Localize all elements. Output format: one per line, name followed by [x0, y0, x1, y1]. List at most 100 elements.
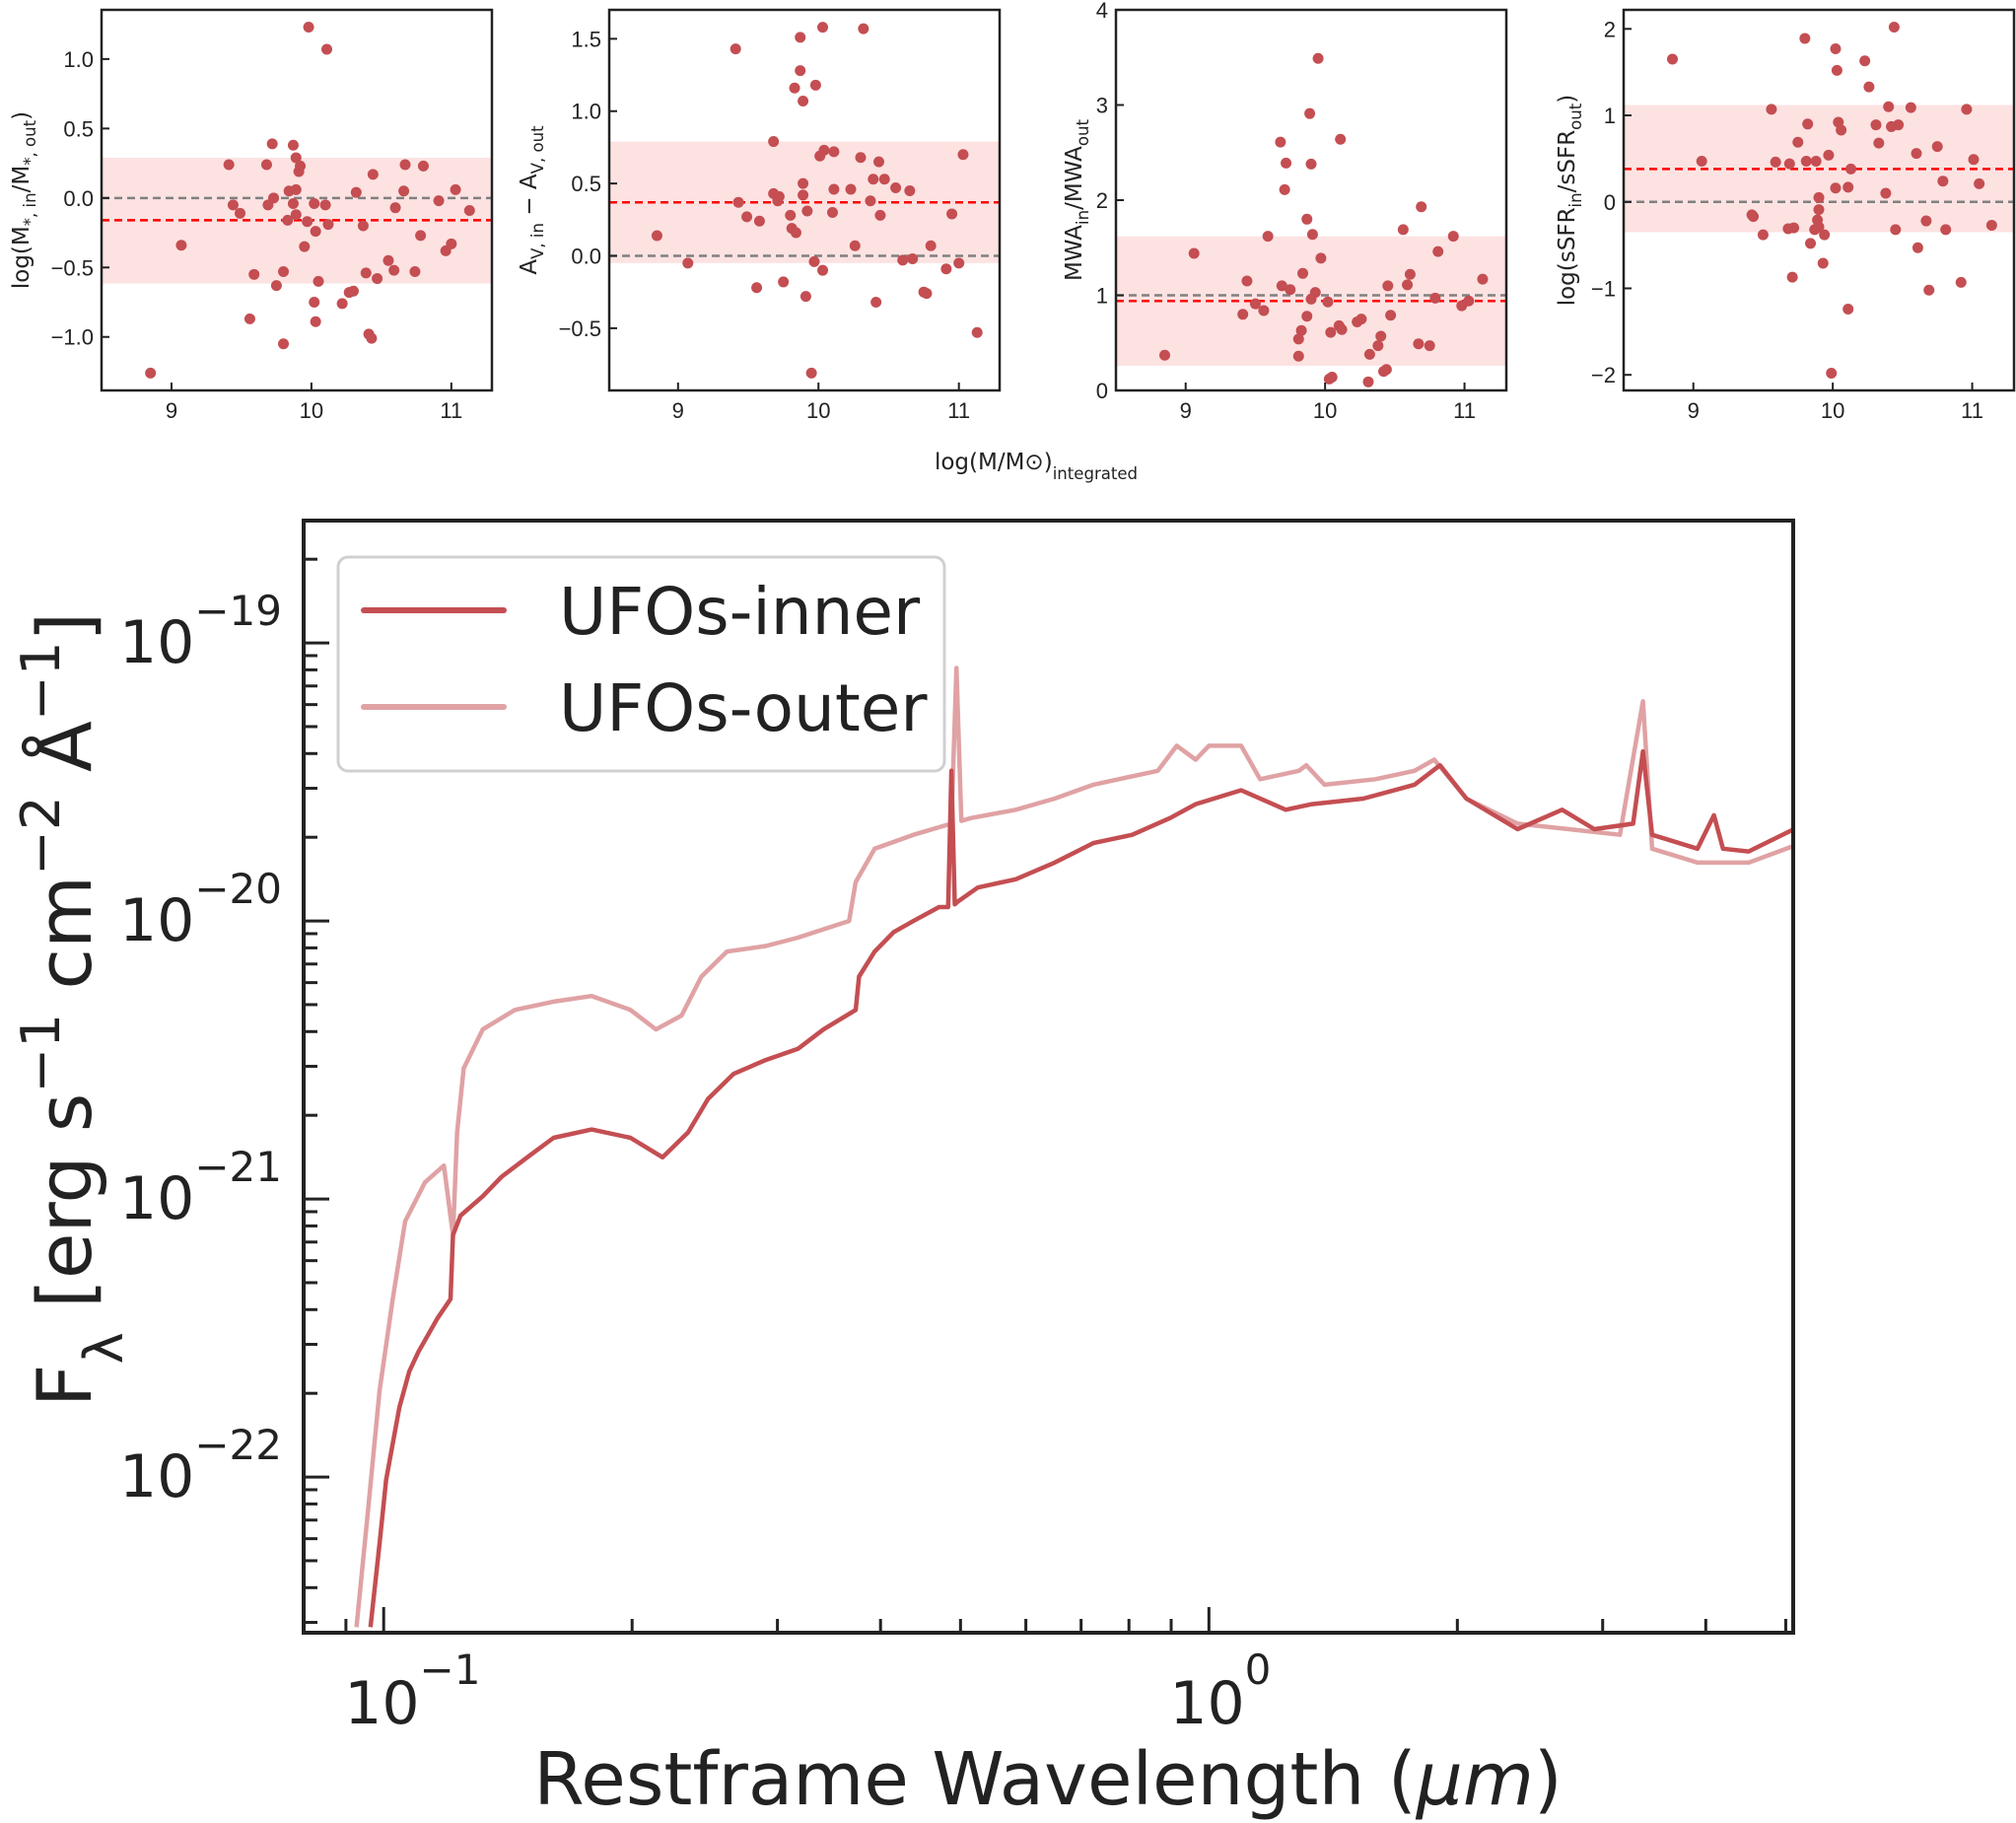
y-axis-label: log(sSFRin/sSFRout)	[1555, 95, 1586, 307]
scatter-point	[1297, 267, 1309, 279]
scatter-point	[440, 245, 452, 256]
scatter-point	[1295, 324, 1307, 336]
y-tick-label: −1.0	[51, 325, 94, 350]
shared-x-label: log(M/M⊙)integrated	[935, 450, 1138, 483]
y-tick-label: 1.5	[571, 27, 601, 51]
scatter-point	[890, 182, 902, 194]
scatter-point	[907, 252, 919, 264]
scatter-point	[417, 160, 429, 172]
scatter-point	[389, 202, 401, 214]
scatter-point	[287, 197, 299, 209]
x-tick-label: 11	[440, 398, 462, 423]
scatter-point	[1955, 276, 1967, 288]
scatter-point	[1770, 156, 1781, 168]
y-tick-label: −0.5	[51, 255, 94, 280]
scatter-point	[319, 199, 331, 211]
scatter-point	[1757, 229, 1769, 241]
scatter-panel-mass-weighted-age-ratio: 9 10 11 0 1 2 3 4 MWAin/MWAout	[1062, 0, 1508, 423]
scatter-point	[870, 296, 882, 308]
y-tick-label: 0.5	[571, 172, 601, 196]
x-tick-label: 11	[1453, 398, 1476, 423]
scatter-point	[322, 219, 334, 231]
scatter-point	[1404, 268, 1416, 280]
x-tick-label: 9	[1688, 398, 1700, 423]
scatter-point	[290, 183, 302, 195]
scatter-point	[828, 183, 840, 195]
scatter-point	[1301, 311, 1313, 322]
scatter-point	[1870, 119, 1882, 131]
scatter-point	[1385, 310, 1397, 321]
scatter-point	[1831, 64, 1842, 76]
scatter-point	[1301, 213, 1313, 225]
scatter-point	[795, 32, 806, 43]
y-tick-label: 0.5	[63, 116, 94, 141]
scatter-point	[940, 263, 952, 275]
scatter-point	[1842, 304, 1854, 316]
scatter-point	[433, 195, 445, 207]
scatter-point	[817, 22, 829, 34]
y-tick-label: 10−21	[119, 1143, 282, 1233]
scatter-point	[1836, 124, 1847, 136]
scatter-point	[1799, 33, 1811, 44]
scatter-point	[778, 276, 790, 288]
scatter-point	[1292, 350, 1304, 362]
scatter-point	[1477, 273, 1489, 285]
scatter-point	[682, 257, 694, 269]
scatter-point	[1863, 81, 1875, 93]
y-tick-label: 10−22	[119, 1421, 282, 1511]
x-tick-label: 10−1	[344, 1646, 480, 1738]
scatter-point	[1813, 191, 1825, 203]
scatter-point	[1159, 349, 1170, 361]
scatter-point	[343, 287, 355, 299]
scatter-point	[1322, 296, 1334, 308]
scatter-point	[946, 208, 958, 220]
scatter-point	[1883, 101, 1895, 112]
scatter-point	[1931, 141, 1943, 153]
scatter-point	[1276, 280, 1287, 292]
scatter-point	[1456, 300, 1468, 312]
scatter-point	[299, 241, 311, 252]
scatter-point	[266, 138, 278, 150]
scatter-point	[798, 95, 809, 106]
scatter-point	[227, 199, 239, 211]
scatter-point	[814, 150, 826, 162]
scatter-point	[1413, 338, 1425, 350]
scatter-point	[732, 196, 744, 208]
scatter-point	[1241, 275, 1253, 287]
scatter-point	[1696, 156, 1707, 168]
scatter-point	[145, 367, 157, 379]
y-tick-label: 3	[1096, 94, 1108, 118]
scatter-point	[223, 159, 235, 171]
scatter-point	[1429, 292, 1441, 304]
scatter-point	[463, 204, 475, 216]
scatter-point	[1378, 366, 1390, 378]
scatter-point	[1912, 242, 1923, 253]
scatter-point	[287, 139, 299, 151]
x-tick-label: 9	[1180, 398, 1192, 423]
scatter-point	[313, 275, 324, 287]
scatter-point	[789, 82, 800, 94]
scatter-point	[1315, 252, 1327, 264]
scatter-point	[290, 209, 302, 221]
y-tick-label: −2	[1591, 363, 1616, 387]
x-axis-label: Restframe Wavelength (µm)	[533, 1737, 1563, 1822]
scatter-point	[874, 209, 886, 221]
scatter-point	[753, 215, 765, 227]
plot-frame	[607, 8, 1002, 392]
scatter-point	[382, 254, 394, 266]
scatter-point	[1802, 118, 1814, 130]
scatter-point	[1880, 187, 1892, 199]
scatter-point	[1402, 279, 1414, 291]
scatter-point	[651, 230, 662, 242]
scatter-point	[1810, 156, 1822, 168]
scatter-point	[1352, 316, 1363, 328]
scatter-point	[897, 254, 909, 266]
scatter-point	[1258, 305, 1270, 316]
scatter-point	[878, 174, 890, 185]
scatter-point	[790, 227, 801, 239]
scatter-point	[805, 367, 817, 379]
y-tick-label: 4	[1096, 0, 1108, 23]
scatter-point	[357, 220, 369, 232]
